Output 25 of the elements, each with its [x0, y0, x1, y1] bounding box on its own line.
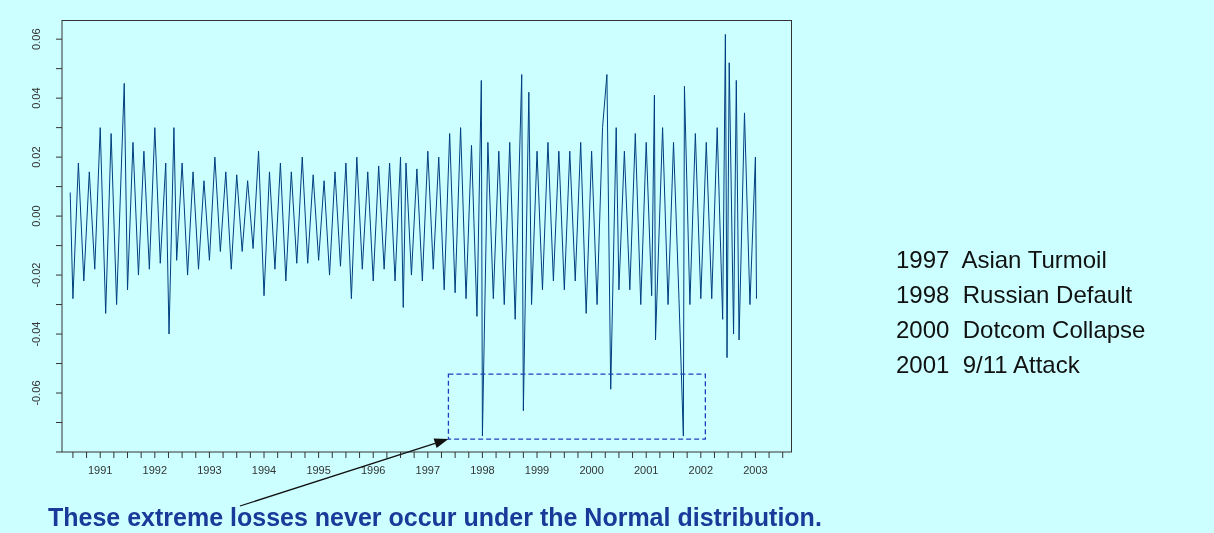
text: 1997 Asian Turmoil — [896, 245, 1108, 275]
x-tick-label: 2001 — [633, 464, 659, 476]
text: 1998 Russian Default — [896, 280, 1134, 310]
y-tick-label: 0.04 — [30, 87, 42, 109]
x-tick-label: 2000 — [579, 464, 604, 476]
y-tick-label: -0.04 — [30, 321, 42, 347]
y-tick-label: 0.06 — [30, 28, 42, 50]
x-tick-label: 1998 — [470, 464, 495, 476]
x-tick-label: 1992 — [142, 464, 168, 476]
x-tick-label: 2003 — [743, 464, 768, 476]
text: These extreme losses never occur under the Normal distribution. — [48, 503, 822, 532]
x-tick-label: 2002 — [688, 464, 714, 476]
x-tick-label: 1997 — [415, 464, 441, 476]
y-tick-label: 0.02 — [30, 146, 42, 168]
y-tick-label: 0.00 — [30, 205, 42, 227]
text: 2000 Dotcom Collapse — [896, 315, 1146, 345]
x-tick-label: 1995 — [306, 464, 331, 476]
x-tick-label: 1996 — [360, 464, 386, 476]
x-tick-label: 1991 — [87, 464, 113, 476]
text: 2001 9/11 Attack — [896, 350, 1081, 380]
x-tick-label: 1994 — [251, 464, 277, 476]
y-tick-label: -0.02 — [30, 262, 42, 288]
x-tick-label: 1999 — [524, 464, 550, 476]
x-tick-label: 1993 — [197, 464, 222, 476]
y-tick-label: -0.06 — [30, 380, 42, 406]
